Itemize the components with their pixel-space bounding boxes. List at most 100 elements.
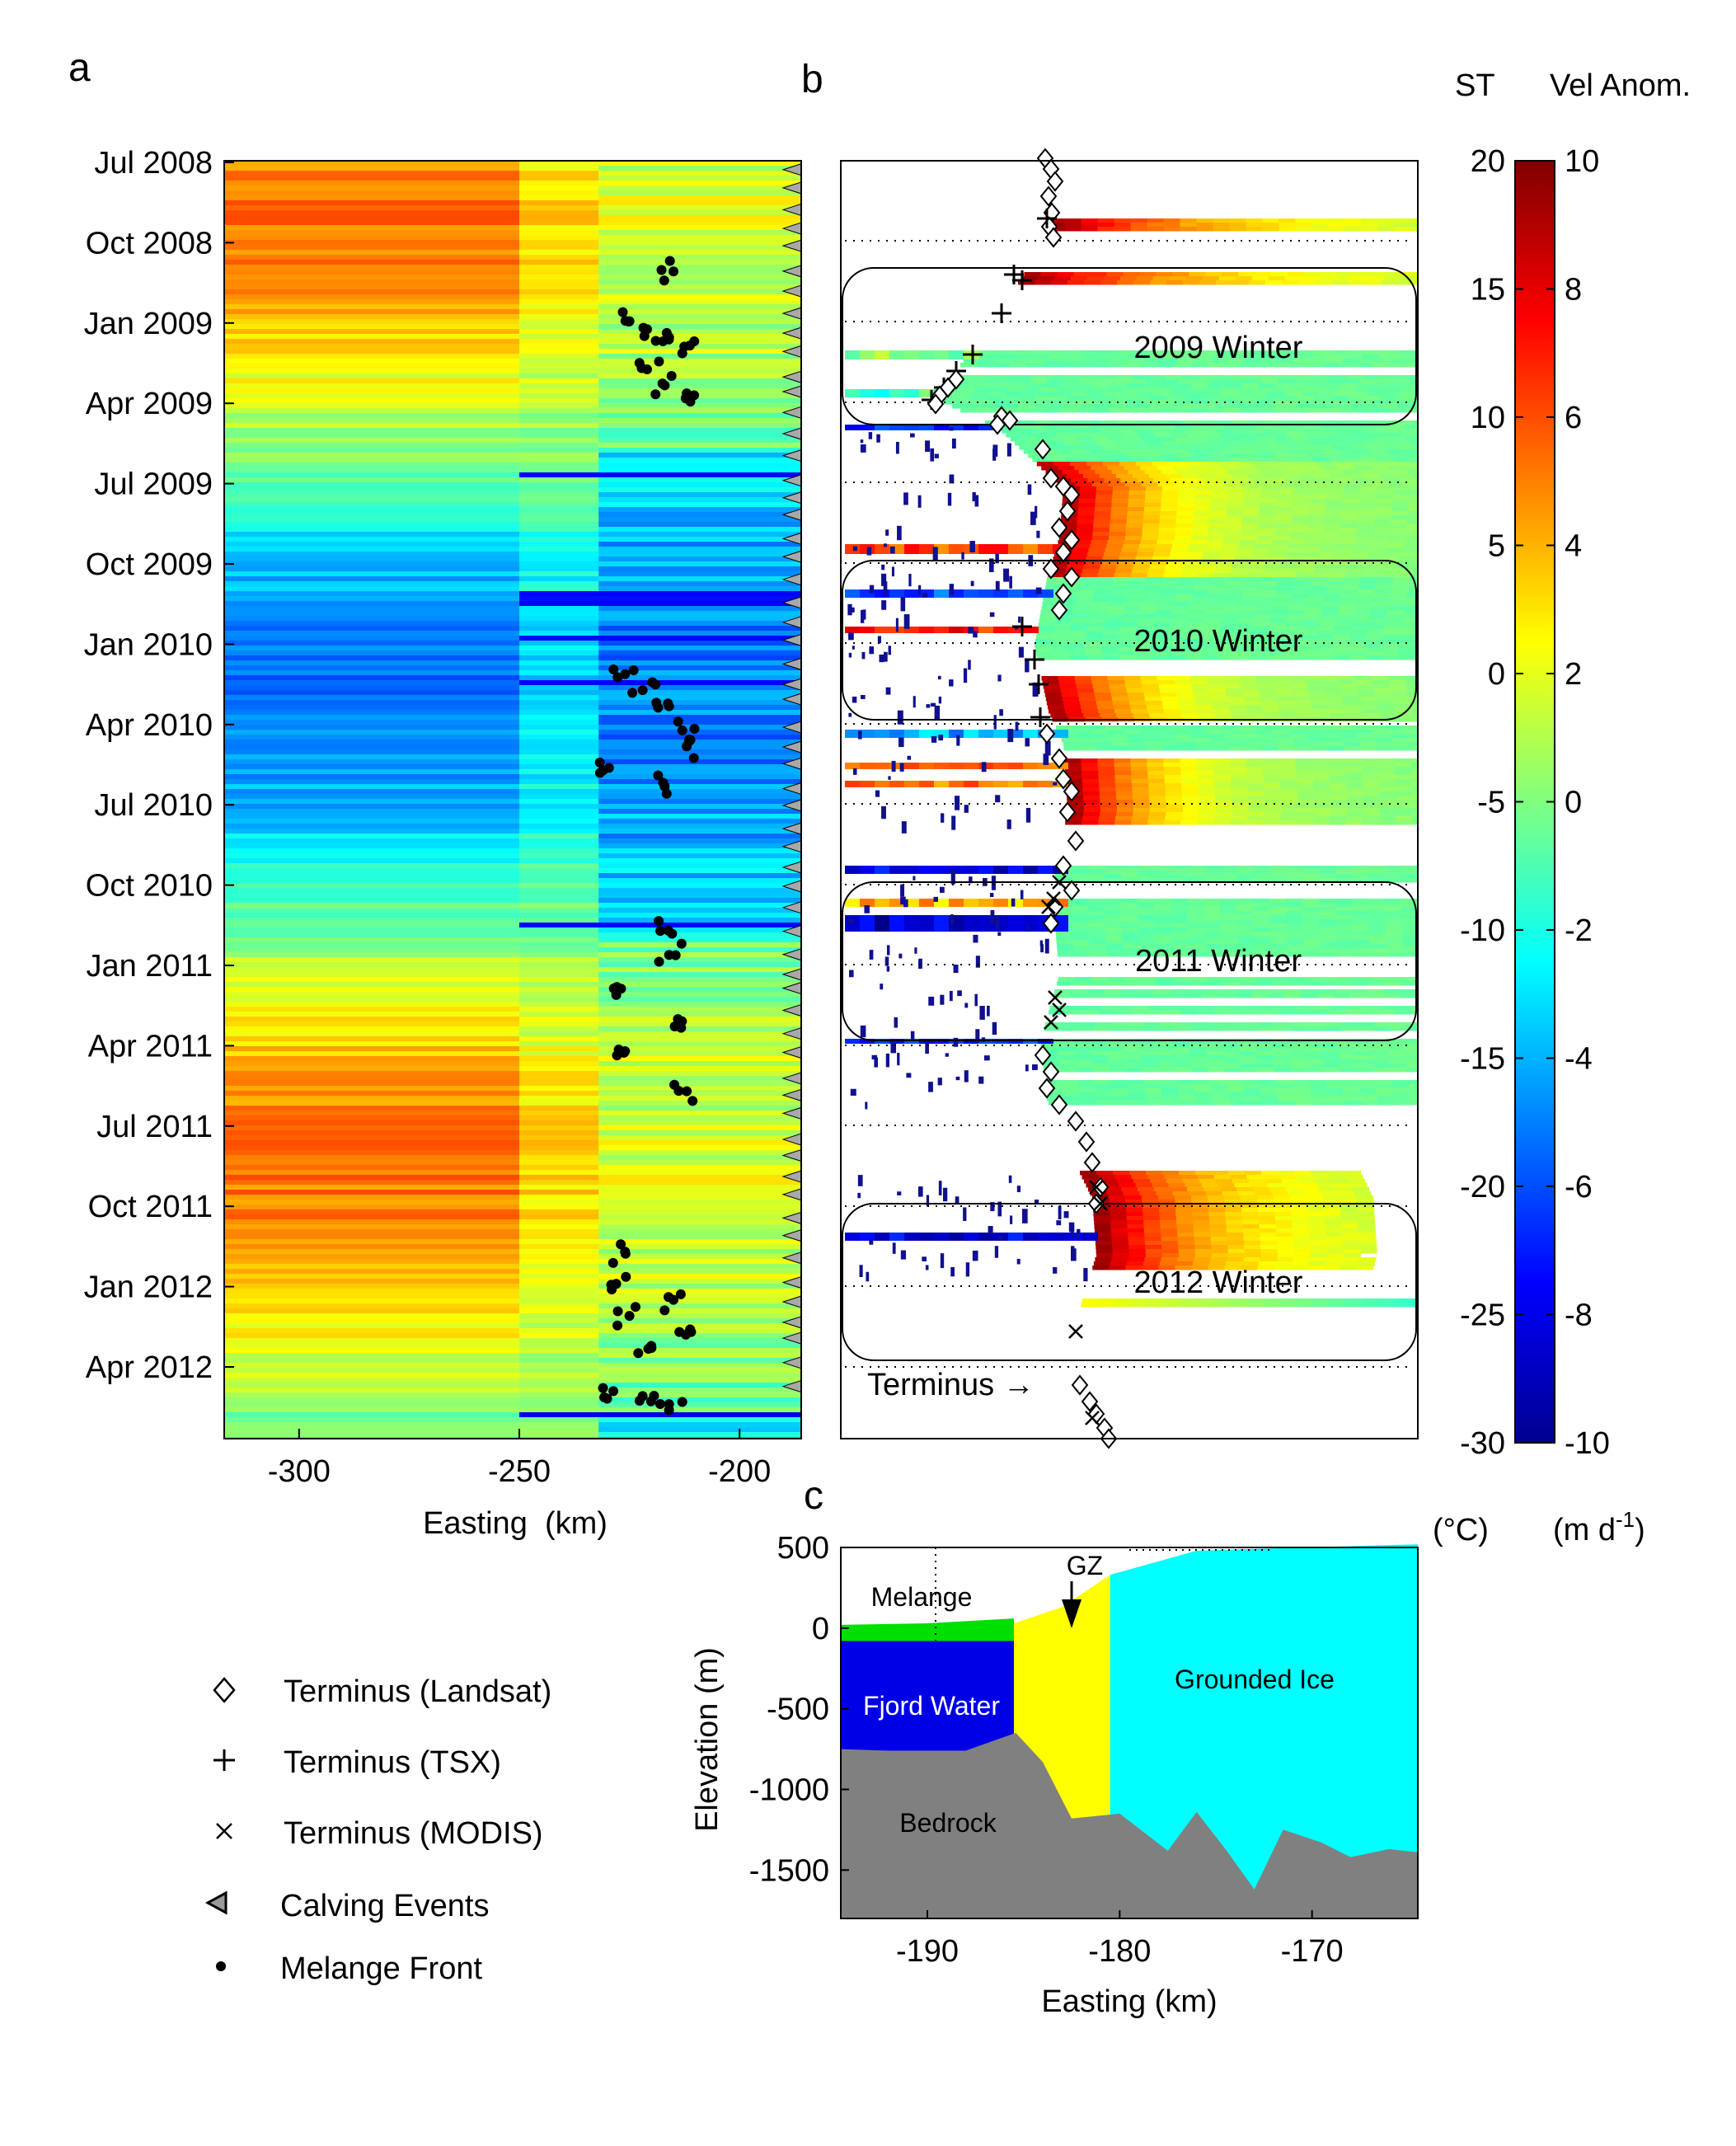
panel-b-heatmap-cell: [1401, 878, 1418, 883]
panel-b-heatmap-cell: [1154, 899, 1171, 904]
panel-b-heatmap-cell: [1244, 1245, 1262, 1250]
panel-b-heatmap-cell: [1067, 713, 1085, 718]
panel-b-heatmap-cell: [1150, 808, 1167, 813]
panel-b-heatmap-cell: [1415, 717, 1418, 722]
panel-b-heatmap-cell: [1124, 482, 1142, 487]
panel-b-heatmap-cell: [1154, 878, 1171, 883]
panel-b-heatmap-cell: [1250, 350, 1268, 355]
panel-b-heatmap-cell: [1298, 639, 1316, 644]
panel-b-heatmap-cell: [1063, 705, 1081, 710]
panel-b-heatmap-cell: [1279, 763, 1297, 768]
panel-b-heatmap-cell: [1136, 627, 1154, 632]
panel-b-heatmap-cell: [1227, 495, 1246, 500]
panel-b-heatmap-cell: [1191, 598, 1209, 603]
panel-b-heatmap-cell: [1340, 519, 1358, 524]
panel-b-heatmap-cell: [1330, 375, 1348, 380]
panel-a-heatmap-row: [598, 1383, 801, 1388]
panel-b-heatmap-cell: [1110, 1022, 1128, 1027]
panel-b-heatmap-cell: [1056, 726, 1073, 730]
panel-a-heatmap-row: [519, 324, 600, 330]
panel-b-heatmap-cell: [1090, 272, 1108, 277]
panel-b-heatmap-cell: [1090, 948, 1108, 953]
panel-b-heatmap-cell: [1236, 903, 1254, 908]
panel-b-heatmap-cell: [1389, 437, 1407, 442]
panel-b-heatmap-cell: [1195, 577, 1213, 582]
panel-b-heatmap-cell: [1304, 981, 1322, 986]
panel-b-heatmap-cell: [1049, 569, 1067, 574]
panel-b-heatmap-cell: [1116, 713, 1134, 718]
panel-b-heatmap-cell: [1241, 536, 1258, 541]
panel-a-heatmap-row: [224, 482, 521, 488]
panel-b-heatmap-cell: [1232, 420, 1250, 425]
panel-a-heatmap-row: [519, 586, 600, 592]
panel-b-heatmap-cell: [1185, 651, 1203, 656]
panel-a-heatmap-row: [519, 829, 600, 834]
panel-b-heatmap-cell: [1358, 1233, 1377, 1237]
panel-a-heatmap-row: [519, 482, 600, 488]
panel-b-heatmap-cell: [1288, 540, 1307, 545]
panel-b-heatmap-cell: [1370, 387, 1388, 392]
panel-b-heatmap-cell: [1381, 808, 1398, 813]
panel-b-heatmap-cell: [1236, 907, 1254, 912]
panel-b-heatmap-cell: [1341, 738, 1359, 743]
panel-b-heatmap-cell: [1273, 602, 1291, 607]
panel-b-heatmap-cell: [1329, 355, 1347, 359]
panel-b-heatmap-cell: [1171, 915, 1188, 920]
panel-b-heatmap-cell: [1175, 528, 1193, 533]
panel-b-heatmap-cell: [1409, 581, 1418, 586]
panel-b-heatmap-cell: [1142, 1026, 1161, 1031]
panel-b-heatmap-cell: [1138, 907, 1155, 912]
panel-b-heatmap-cell: [1098, 1298, 1116, 1303]
panel-a-heatmap-row: [519, 453, 600, 458]
panel-a-heatmap-row: [598, 1061, 801, 1067]
panel-b-heatmap-cell: [1116, 796, 1134, 801]
panel-b-heatmap-cell: [1105, 927, 1123, 932]
panel-b-heatmap-cell: [1325, 1233, 1344, 1237]
panel-b-heatmap-cell: [1227, 581, 1246, 586]
panel-a-heatmap-row: [224, 1333, 521, 1339]
panel-a-heatmap-row: [519, 819, 600, 824]
panel-b-heatmap-cell: [1265, 429, 1283, 434]
panel-b-heatmap-cell: [1390, 1026, 1408, 1031]
panel-b-heatmap-cell: [1181, 375, 1199, 380]
panel-b-heatmap-cell: [1302, 552, 1319, 557]
panel-b-heatmap-cell: [1354, 981, 1372, 986]
panel-b-heatmap-cell: [1279, 771, 1297, 776]
panel-b-heatmap-cell: [1328, 767, 1346, 772]
panel-a-heatmap-row: [224, 1432, 521, 1438]
panel-a-heatmap-row: [519, 1111, 600, 1116]
panel-b-heatmap-cell: [1321, 1191, 1339, 1196]
panel-b-heatmap-cell: [1390, 688, 1408, 693]
panel-b-heatmap-cell: [1232, 800, 1250, 805]
panel-b-heatmap-cell: [1166, 429, 1184, 434]
melange-front-point: [687, 1096, 698, 1106]
panel-b-heatmap-cell: [1189, 944, 1207, 949]
melange-front-point: [620, 1248, 631, 1259]
panel-a-heatmap-row: [224, 284, 521, 290]
panel-b-heatmap-cell: [1109, 734, 1127, 739]
panel-b-heatmap-cell: [1368, 874, 1386, 879]
panel-a-heatmap-row: [519, 576, 600, 582]
panel-a-heatmap-row: [224, 245, 521, 251]
panel-a-heatmap-row: [598, 472, 801, 478]
panel-b-heatmap-cell: [1283, 635, 1301, 640]
melange-front-point: [664, 256, 675, 266]
panel-a-heatmap-row: [224, 586, 521, 592]
panel-a-heatmap-row: [224, 1185, 521, 1190]
panel-b-heatmap-cell: [1405, 598, 1418, 603]
panel-b-heatmap-cell: [1258, 1261, 1276, 1266]
panel-a-heatmap-row: [224, 220, 521, 226]
panel-b-heatmap-cell: [1269, 927, 1288, 932]
panel-a-heatmap-row: [224, 1303, 521, 1309]
panel-b-heatmap-cell: [1230, 820, 1248, 825]
panel-b-heatmap-cell: [1232, 429, 1250, 434]
panel-b-heatmap-cell: [1199, 643, 1217, 648]
panel-b-heatmap-cell: [1160, 1220, 1178, 1225]
panel-b-heatmap-cell: [1399, 651, 1417, 656]
panel-b-heatmap-cell: [1220, 927, 1238, 932]
panel-b-heatmap-cell: [1095, 1237, 1113, 1242]
panel-b-heatmap-cell: [1110, 507, 1128, 512]
panel-b-heatmap-cell: [1377, 577, 1394, 582]
panel-b-heatmap-cell: [1374, 1080, 1392, 1085]
panel-a-heatmap-row: [224, 1373, 521, 1378]
